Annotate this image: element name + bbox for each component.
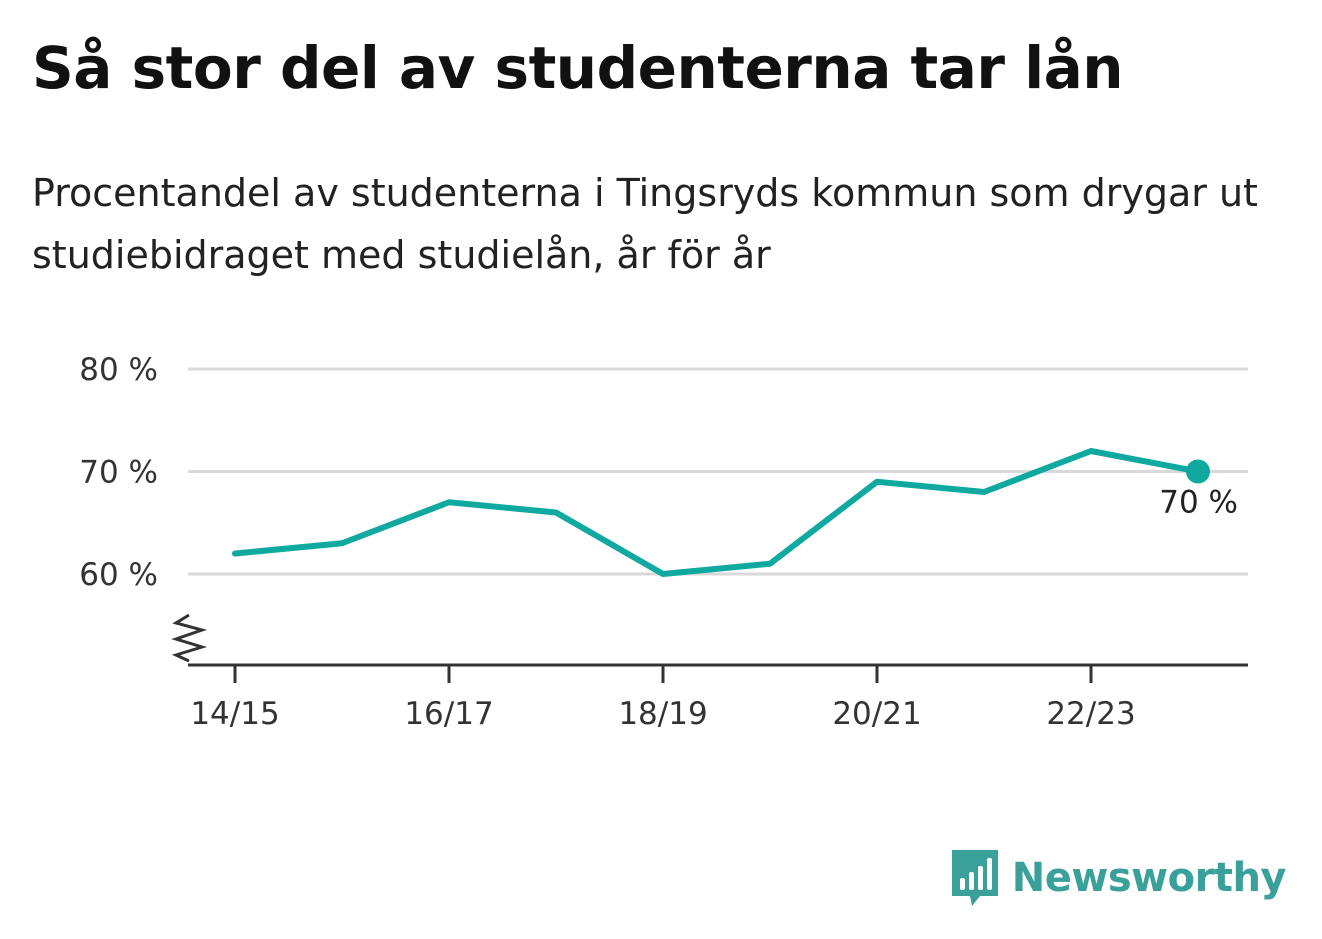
brand-logo: Newsworthy <box>950 848 1287 908</box>
y-tick-label: 70 % <box>79 455 158 491</box>
x-tick-label: 16/17 <box>404 696 493 732</box>
y-tick-label: 80 % <box>79 352 158 388</box>
chat-bar-chart-icon <box>951 850 998 906</box>
chart-subtitle: Procentandel av studenterna i Tingsryds … <box>32 171 1258 277</box>
last-data-point-marker <box>1186 459 1210 484</box>
data-labels: 70 % <box>1159 485 1238 521</box>
y-axis-break-icon <box>171 613 208 663</box>
x-tick-label: 18/19 <box>618 696 707 732</box>
grid-lines <box>188 367 1248 576</box>
line-chart: 60 % 70 % 80 % 14/15 16/17 18/19 20/21 22/23 7… <box>79 352 1248 732</box>
brand-name: Newsworthy <box>1011 855 1287 901</box>
x-tick-label: 14/15 <box>190 696 279 732</box>
series <box>232 448 1210 577</box>
end-value-label: 70 % <box>1159 485 1238 521</box>
y-axis-tick-labels: 60 % 70 % 80 % <box>79 352 158 593</box>
x-axis-tick-labels: 14/15 16/17 18/19 20/21 22/23 <box>190 665 1136 732</box>
series-line <box>232 448 1201 577</box>
y-tick-label: 60 % <box>79 557 158 593</box>
x-tick-label: 20/21 <box>832 696 921 732</box>
chart-title: Så stor del av studenterna tar lån <box>32 34 1124 102</box>
x-tick-label: 22/23 <box>1046 696 1135 732</box>
x-axis <box>171 613 1248 667</box>
